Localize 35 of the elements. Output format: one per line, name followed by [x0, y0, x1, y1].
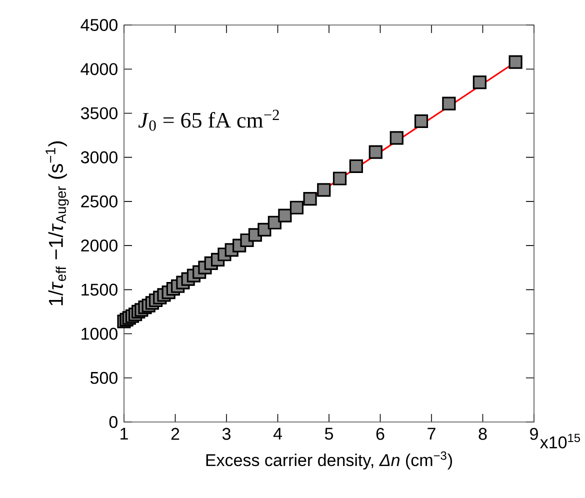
- point: [368, 145, 382, 159]
- x-tick-label: 4: [273, 428, 282, 440]
- y-tick-label: 2500: [81, 195, 118, 208]
- x-tick-label: 9: [530, 428, 538, 440]
- point: [278, 208, 292, 222]
- text: 1/τ$_{eff}$ −1/τ$_{Auger}$ (s$^{−1}$): [46, 141, 69, 306]
- x-axis-title: Excess carrier density, Δn (cm$^{−3}$): [206, 451, 452, 470]
- y-tick-label: 1500: [82, 284, 118, 296]
- text: x10$^{15}$: [540, 434, 580, 448]
- point: [442, 96, 456, 110]
- point: [317, 183, 331, 197]
- point: [332, 172, 347, 186]
- point: [508, 55, 522, 69]
- point: [290, 200, 304, 214]
- y-tick-label: 2000: [81, 240, 118, 252]
- point: [349, 159, 363, 173]
- y-tick-label: 0: [109, 416, 118, 428]
- x-tick-label: 5: [324, 428, 334, 440]
- point: [472, 76, 486, 90]
- y-tick-label: 4000: [80, 63, 118, 76]
- point: [414, 114, 428, 128]
- y-tick-label: 4500: [80, 18, 118, 32]
- y-tick-label: 3500: [80, 107, 118, 120]
- annotation: J$_{0}$ = 65 fA cm$^{−2}$: [138, 110, 279, 131]
- y-tick-label: 1000: [82, 328, 118, 340]
- x-tick-label: 1: [120, 428, 128, 440]
- y-tick-label: 500: [90, 372, 118, 384]
- x-tick-label: 3: [222, 428, 230, 440]
- point: [303, 192, 317, 206]
- x-tick-label: 8: [478, 428, 487, 440]
- x-tick-label: 6: [376, 428, 384, 440]
- y-tick-label: 3000: [80, 151, 118, 164]
- x-tick-label: 2: [171, 428, 180, 440]
- point: [390, 131, 404, 145]
- x-tick-label: 7: [428, 428, 436, 440]
